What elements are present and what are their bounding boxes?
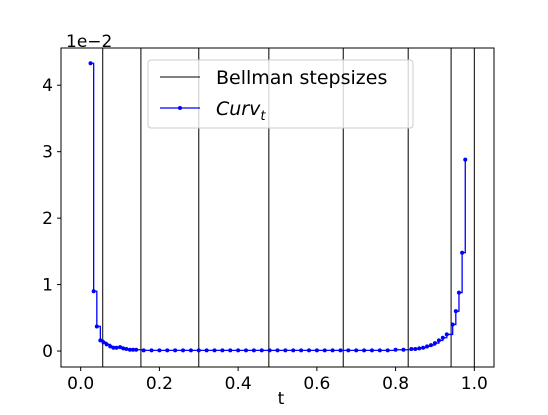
point	[98, 338, 103, 343]
x-tick-label: 0.2	[146, 374, 173, 394]
point	[124, 347, 129, 352]
legend-label: Curvt	[216, 98, 266, 124]
point	[88, 61, 93, 66]
point	[104, 342, 109, 347]
point	[444, 332, 449, 337]
point	[118, 345, 123, 350]
point	[101, 340, 106, 345]
point	[450, 322, 455, 327]
legend: Bellman stepsizes Curvt	[147, 59, 414, 129]
point	[417, 346, 422, 351]
point	[432, 341, 437, 346]
legend-marker	[178, 106, 182, 110]
point	[114, 345, 119, 350]
y-tick-label: 0	[42, 342, 53, 362]
point	[421, 345, 426, 350]
point	[409, 347, 414, 352]
point	[220, 348, 225, 353]
y-tick-label: 2	[42, 209, 53, 229]
point	[188, 348, 193, 353]
point	[212, 348, 217, 353]
point	[322, 348, 327, 353]
point	[244, 348, 249, 353]
plot-frame	[60, 47, 495, 368]
point	[436, 338, 441, 343]
point	[440, 335, 445, 340]
point	[157, 348, 162, 353]
legend-box	[147, 59, 414, 129]
point	[425, 344, 430, 349]
point	[354, 348, 359, 353]
point	[196, 348, 201, 353]
point	[91, 289, 96, 294]
point	[314, 348, 319, 353]
point	[291, 348, 296, 353]
point	[173, 348, 178, 353]
point	[306, 348, 311, 353]
y-tick-label: 4	[42, 76, 53, 96]
legend-label-sub: t	[260, 109, 266, 124]
point	[111, 345, 116, 350]
x-axis-label: t	[278, 389, 285, 409]
point	[463, 157, 468, 162]
point	[108, 344, 113, 349]
point	[401, 347, 406, 352]
point	[377, 348, 382, 353]
point	[362, 348, 367, 353]
point	[121, 346, 126, 351]
point	[165, 348, 170, 353]
x-tick-label: 0.4	[225, 374, 252, 394]
point	[385, 348, 390, 353]
point	[275, 348, 280, 353]
point	[181, 348, 186, 353]
point	[236, 348, 241, 353]
x-tick-label: 1.0	[461, 374, 488, 394]
legend-label: Bellman stepsizes	[216, 67, 387, 89]
point	[204, 348, 209, 353]
offset-text: 1e−2	[66, 32, 112, 52]
point	[460, 250, 465, 255]
point	[251, 348, 256, 353]
point	[330, 348, 335, 353]
x-tick-label: 0.8	[382, 374, 409, 394]
point	[94, 324, 99, 329]
point	[338, 348, 343, 353]
point	[259, 348, 264, 353]
point	[141, 348, 146, 353]
point	[267, 348, 272, 353]
x-tick-label: 0.0	[67, 374, 94, 394]
point	[453, 309, 458, 314]
y-tick-label: 1	[42, 276, 53, 296]
point	[283, 348, 288, 353]
point	[456, 290, 461, 295]
point	[228, 348, 233, 353]
point	[369, 348, 374, 353]
point	[134, 347, 139, 352]
point	[413, 347, 418, 352]
legend-label-main: Curv	[216, 98, 261, 120]
point	[131, 347, 136, 352]
point	[429, 343, 434, 348]
point	[393, 347, 398, 352]
point	[299, 348, 304, 353]
y-tick-label: 3	[42, 143, 53, 163]
point	[346, 348, 351, 353]
point	[149, 348, 154, 353]
x-tick-label: 0.6	[303, 374, 330, 394]
point	[127, 347, 132, 352]
